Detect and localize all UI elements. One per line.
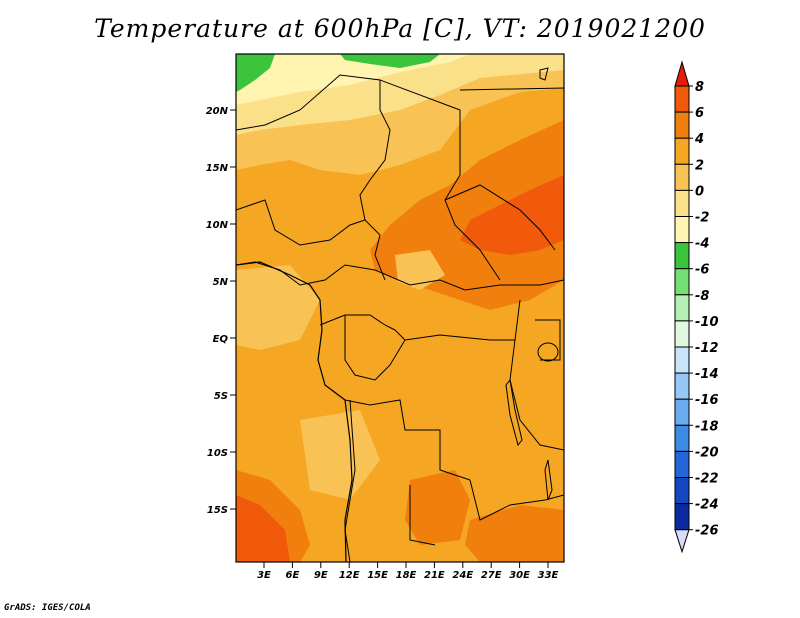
lon-tick-label: 15E <box>367 570 388 581</box>
lon-tick-label: 21E <box>424 570 445 581</box>
colorbar-label: -8 <box>695 289 709 304</box>
colorbar-segment <box>674 450 690 478</box>
colorbar-label: -2 <box>695 211 709 226</box>
lat-tick-label: 10S <box>207 448 228 459</box>
lon-tick-label: 3E <box>257 570 271 581</box>
lake-victoria <box>537 342 559 362</box>
lon-tick-label: 6E <box>286 570 300 581</box>
region-very-cold-2 <box>340 54 440 68</box>
colorbar-label: -22 <box>695 472 719 487</box>
colorbar-label: -16 <box>695 393 719 408</box>
colorbar-top-arrow <box>674 60 690 87</box>
region-warm-south <box>405 470 470 545</box>
border-line <box>236 74 391 281</box>
country-borders <box>236 67 564 562</box>
region-mild-west <box>236 265 320 350</box>
border-line <box>469 479 564 521</box>
border-line <box>344 399 471 481</box>
border-line <box>509 299 564 451</box>
lake-malawi <box>544 459 553 501</box>
region-hot-core <box>460 175 564 255</box>
lon-tick-label: 30E <box>509 570 530 581</box>
lat-tick-label: 5S <box>214 391 228 402</box>
colorbar-label: -6 <box>695 263 709 278</box>
region-very-cold <box>236 54 275 92</box>
colorbar-bottom-arrow <box>674 529 690 554</box>
border-line <box>319 314 396 331</box>
colorbar-segment <box>674 111 690 139</box>
colorbar-segment <box>674 372 690 400</box>
lat-tick-label: 20N <box>206 106 229 117</box>
region-hot-southwest <box>236 495 290 562</box>
region-warm-southeast <box>465 505 564 562</box>
border-line <box>404 334 515 341</box>
colorbar-segment <box>674 268 690 296</box>
colorbar-segment <box>674 477 690 505</box>
lat-tick-label: 15N <box>206 163 229 174</box>
lat-tick-label: 5N <box>213 277 229 288</box>
credit-text: GrADS: IGES/COLA <box>4 603 91 613</box>
border-line <box>409 485 436 546</box>
lakes <box>505 342 559 501</box>
colorbar: 8 6 4 2 0 -2 -4 -6 -8 -10 -12 -14 -16 -18 -20 -22 -24 -26 <box>674 60 719 554</box>
lon-tick-label: 12E <box>339 570 360 581</box>
map-frame <box>235 53 565 563</box>
colorbar-label: -12 <box>695 341 719 356</box>
colorbar-segment <box>674 216 690 244</box>
border-line <box>535 319 561 361</box>
lon-tick-label: 33E <box>538 570 559 581</box>
region-mild-centre <box>395 250 445 290</box>
region-cold <box>236 54 470 105</box>
lon-tick-label: 9E <box>314 570 328 581</box>
colorbar-segment <box>674 424 690 452</box>
colorbar-label: 6 <box>695 106 704 121</box>
border-line <box>344 399 356 562</box>
chart-title: Temperature at 600hPa [C], VT: 201902120… <box>94 14 706 43</box>
lake-tanganyika <box>505 378 523 447</box>
lat-tick-label: 10N <box>206 220 229 231</box>
colorbar-label: -18 <box>695 419 719 434</box>
colorbar-label: -10 <box>695 315 719 330</box>
border-line <box>539 67 549 81</box>
longitude-axis: 3E 6E 9E 12E 15E 18E 21E 24E 27E 30E 33E <box>257 562 559 581</box>
colorbar-label: 4 <box>694 132 704 147</box>
colorbar-segment <box>674 503 690 531</box>
border-line <box>374 269 564 291</box>
colorbar-label: 8 <box>695 80 704 95</box>
colorbar-segment <box>674 242 690 270</box>
region-mild-south <box>300 410 380 500</box>
lon-tick-label: 24E <box>452 570 473 581</box>
temperature-field <box>236 54 564 562</box>
colorbar-segment <box>674 294 690 322</box>
lon-tick-label: 18E <box>396 570 417 581</box>
colorbar-label: -26 <box>695 524 719 539</box>
colorbar-label: -4 <box>695 237 709 252</box>
coastline <box>236 261 353 562</box>
colorbar-segment <box>674 320 690 348</box>
border-line <box>459 87 564 91</box>
lon-tick-label: 27E <box>481 570 502 581</box>
colorbar-label: -20 <box>695 445 719 460</box>
colorbar-segment <box>674 398 690 426</box>
colorbar-segment <box>674 137 690 165</box>
colorbar-segment <box>674 85 690 113</box>
border-line <box>444 184 556 251</box>
colorbar-label: -14 <box>695 367 719 382</box>
colorbar-segment <box>674 189 690 217</box>
colorbar-label: -24 <box>695 498 719 513</box>
colorbar-segment <box>674 163 690 191</box>
colorbar-segment <box>674 346 690 374</box>
border-line <box>236 261 376 286</box>
lat-tick-label: 15S <box>207 505 228 516</box>
lat-tick-label: EQ <box>213 334 229 345</box>
border-line <box>236 199 366 246</box>
colorbar-label: 2 <box>695 158 704 173</box>
latitude-axis: 20N 15N 10N 5N EQ 5S 10S 15S <box>206 106 236 516</box>
colorbar-label: 0 <box>695 184 704 199</box>
